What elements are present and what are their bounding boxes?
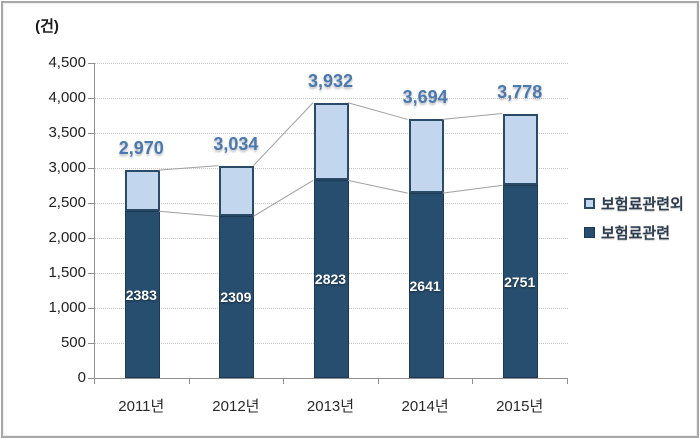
legend-swatch-dark-icon	[584, 226, 595, 238]
x-axis-category-label: 2012년	[212, 398, 260, 415]
y-axis-tick-label: 2,000	[48, 229, 86, 246]
y-axis-tick-label: 4,500	[48, 54, 86, 71]
bar-segment-premium	[408, 193, 444, 378]
bar-segment-premium	[314, 180, 349, 378]
legend: 보험료관련외 보험료관련	[584, 190, 684, 248]
y-axis-tick	[88, 203, 94, 204]
y-axis-tick	[88, 378, 94, 379]
bar-segment-premium-other	[219, 165, 255, 217]
bar-segment-premium-other	[503, 113, 539, 186]
legend-item-premium-other: 보험료관련외	[584, 190, 684, 216]
x-axis-tick	[94, 378, 95, 384]
x-axis-category-label: 2015년	[496, 398, 544, 415]
bar-segment-premium	[219, 216, 255, 378]
x-axis-category-label: 2011년	[118, 398, 165, 415]
x-axis-tick	[472, 378, 474, 384]
gridline	[95, 63, 568, 64]
y-axis-tick-label: 3,500	[48, 124, 86, 141]
y-axis-tick	[88, 238, 94, 239]
y-axis-tick-label: 4,000	[48, 89, 86, 106]
x-axis-tick	[567, 378, 568, 384]
y-axis-tick-label: 2,500	[48, 194, 86, 211]
y-axis-tick-label: 1,000	[48, 299, 86, 316]
x-axis-category-label: 2014년	[401, 398, 449, 415]
y-axis-tick-label: 3,000	[48, 159, 86, 176]
legend-item-premium: 보험료관련	[584, 219, 684, 245]
x-axis-tick	[377, 378, 379, 384]
bar-segment-premium	[503, 185, 539, 378]
y-axis-tick	[88, 133, 94, 134]
y-axis-tick	[88, 168, 94, 169]
y-axis-tick-label: 0	[77, 369, 86, 386]
bar-segment-premium-other	[314, 102, 349, 181]
y-axis-tick	[88, 98, 94, 99]
bar-segment-premium-other	[408, 119, 444, 194]
legend-swatch-light-icon	[584, 197, 595, 209]
y-axis-tick-label: 500	[60, 334, 86, 351]
gridline	[95, 98, 568, 99]
y-axis-unit-label: (건)	[35, 18, 59, 35]
y-axis-tick	[88, 63, 94, 64]
legend-label: 보험료관련외	[601, 195, 684, 213]
bar-segment-premium-other	[124, 170, 160, 212]
x-axis-tick	[188, 378, 190, 384]
y-axis-tick	[88, 343, 94, 344]
legend-label: 보험료관련	[601, 224, 671, 242]
bar-segment-premium	[124, 211, 160, 378]
x-axis-category-label: 2013년	[306, 398, 355, 415]
y-axis-tick	[88, 273, 94, 274]
y-axis-tick-label: 1,500	[48, 264, 86, 281]
y-axis-tick	[88, 308, 94, 309]
x-axis-tick	[283, 378, 285, 384]
plot-area	[94, 63, 568, 379]
